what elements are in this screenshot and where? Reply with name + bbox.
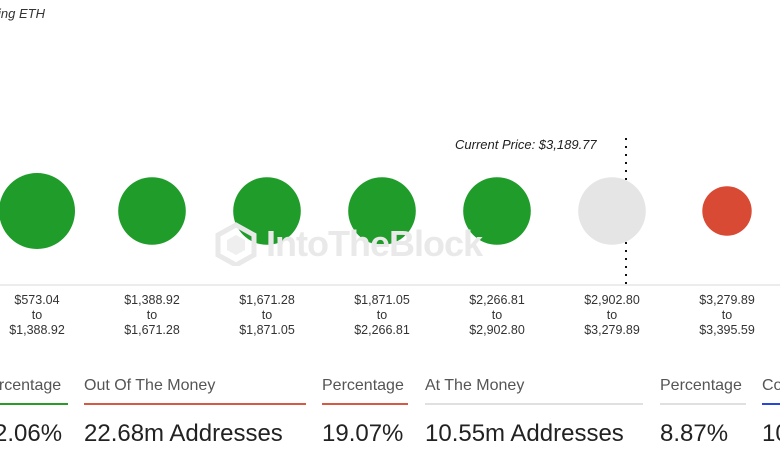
range-to: $2,266.81 xyxy=(354,323,410,337)
stat-label: Percentage xyxy=(660,377,742,394)
stat-percentage-at: Percentage 8.87% xyxy=(660,377,746,457)
range-label: $1,871.05 to $2,266.81 xyxy=(327,293,437,338)
range-connector: to xyxy=(721,308,733,322)
range-label: $573.04 to $1,388.92 xyxy=(0,293,92,338)
range-from: $573.04 xyxy=(14,293,60,307)
stat-value: 10 xyxy=(762,420,780,447)
range-connector: to xyxy=(31,308,43,322)
intotheblock-logo-icon xyxy=(214,222,258,268)
stat-underline xyxy=(660,403,746,405)
stat-percentage-out: Percentage 19.07% xyxy=(322,377,408,457)
range-from: $2,266.81 xyxy=(469,293,525,307)
current-price-label: Current Price: $3,189.77 xyxy=(455,137,597,152)
stat-at-the-money-addresses: At The Money 10.55m Addresses xyxy=(425,377,643,457)
range-connector: to xyxy=(491,308,503,322)
stat-cutoff: Co 10 xyxy=(762,377,780,457)
stat-underline xyxy=(0,403,68,405)
range-to: $1,388.92 xyxy=(9,323,65,337)
range-from: $2,902.80 xyxy=(584,293,640,307)
range-from: $3,279.89 xyxy=(699,293,755,307)
stat-label: ercentage xyxy=(0,377,62,394)
bubble-out-the-money[interactable] xyxy=(702,186,752,236)
range-label: $3,279.89 to $3,395.59 xyxy=(672,293,780,338)
range-to: $1,871.05 xyxy=(239,323,295,337)
stat-percentage-in: ercentage 2.06% xyxy=(0,377,68,457)
range-from: $1,671.28 xyxy=(239,293,295,307)
range-label: $2,902.80 to $3,279.89 xyxy=(557,293,667,338)
watermark-text: IntoTheBlock xyxy=(266,223,483,264)
stat-value: 19.07% xyxy=(322,420,404,447)
stat-value: 10.55m Addresses xyxy=(425,420,624,447)
range-label: $2,266.81 to $2,902.80 xyxy=(442,293,552,338)
stat-out-of-money-addresses: Out Of The Money 22.68m Addresses xyxy=(84,377,306,457)
stat-label: Co xyxy=(762,377,780,394)
stat-value: 22.68m Addresses xyxy=(84,420,283,447)
range-from: $1,388.92 xyxy=(124,293,180,307)
stat-underline xyxy=(425,403,643,405)
bubble-in-the-money[interactable] xyxy=(0,173,75,249)
bubble-at-the-money[interactable] xyxy=(578,177,646,245)
range-connector: to xyxy=(261,308,273,322)
range-connector: to xyxy=(376,308,388,322)
range-to: $1,671.28 xyxy=(124,323,180,337)
stat-value: 2.06% xyxy=(0,420,63,447)
range-from: $1,871.05 xyxy=(354,293,410,307)
stat-underline xyxy=(322,403,408,405)
stat-value: 8.87% xyxy=(660,420,729,447)
range-to: $3,279.89 xyxy=(584,323,640,337)
stat-label: At The Money xyxy=(425,377,525,394)
bubble-in-the-money[interactable] xyxy=(233,177,301,245)
range-to: $3,395.59 xyxy=(699,323,755,337)
range-connector: to xyxy=(606,308,618,322)
range-label: $1,671.28 to $1,871.05 xyxy=(212,293,322,338)
stat-underline xyxy=(762,403,780,405)
bubble-in-the-money[interactable] xyxy=(463,177,531,245)
bubble-in-the-money[interactable] xyxy=(348,177,416,245)
bubble-in-the-money[interactable] xyxy=(118,177,186,245)
stat-label: Out Of The Money xyxy=(84,377,216,394)
stat-label: Percentage xyxy=(322,377,404,394)
range-to: $2,902.80 xyxy=(469,323,525,337)
stat-underline xyxy=(84,403,306,405)
range-connector: to xyxy=(146,308,158,322)
range-label: $1,388.92 to $1,671.28 xyxy=(97,293,207,338)
chart-title-fragment: ing ETH xyxy=(0,6,45,21)
watermark: IntoTheBlock xyxy=(214,222,483,268)
